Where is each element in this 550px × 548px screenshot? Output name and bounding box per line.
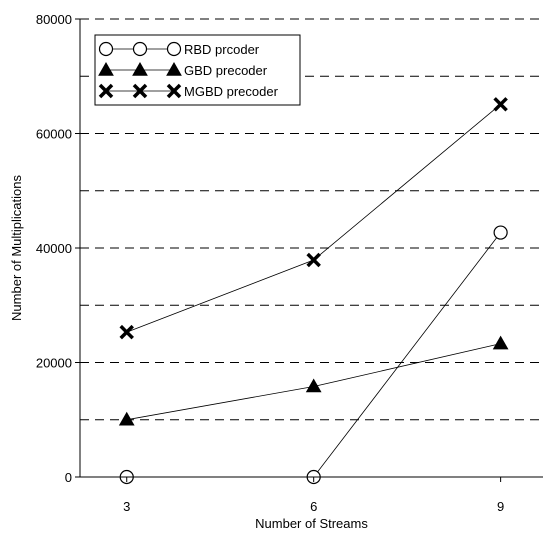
x-tick-label: 3 [123,499,130,514]
legend-marker [132,61,148,76]
legend-label: RBD prcoder [184,42,260,57]
data-point [492,335,509,350]
axes: 0 20000 40000 60000 80000 3 6 9 Number of Stream… [9,12,543,531]
legend-marker [166,61,182,76]
x-axis-label: Number of Streams [255,516,368,531]
y-axis-label: Number of Multiplications [9,175,24,321]
series-x [119,97,508,340]
marker-stroke [98,83,114,99]
y-tick-label: 40000 [36,241,72,256]
legend-box [94,34,301,106]
legend-entry: RBD prcoder [98,41,260,57]
series-triangle [118,335,509,426]
data-point [493,225,508,240]
data-point [118,411,135,426]
legend-marker [166,83,182,99]
y-tick-label: 60000 [36,127,72,142]
marker-stroke [119,324,134,340]
marker-stroke [493,97,508,112]
legend-marker [132,83,148,99]
y-tick-label: 20000 [36,356,72,371]
x-tick-label: 9 [497,499,504,514]
series-line [126,103,501,333]
legend-label: MGBD precoder [184,84,279,99]
legend-marker [98,41,114,57]
legend: RBD prcoder GBD precoder MGBD precoder [94,34,301,106]
legend-entry: GBD precoder [98,61,268,78]
legend-label: GBD precoder [184,63,268,78]
marker-stroke [306,252,321,268]
data-point [119,324,134,340]
legend-marker [132,41,148,57]
data-point [493,97,508,112]
data-point [305,378,322,393]
y-tick-label: 0 [65,470,72,485]
y-tick-label: 80000 [36,12,72,27]
x-tick-label: 6 [310,499,317,514]
legend-marker [98,61,114,76]
data-point [306,252,321,268]
series-circle [119,225,508,485]
marker-stroke [166,83,182,99]
series-layer [118,97,509,485]
marker-stroke [132,83,148,99]
series-line [126,232,501,478]
legend-marker [98,83,114,99]
legend-entry: MGBD precoder [98,83,279,99]
legend-marker [166,41,182,57]
